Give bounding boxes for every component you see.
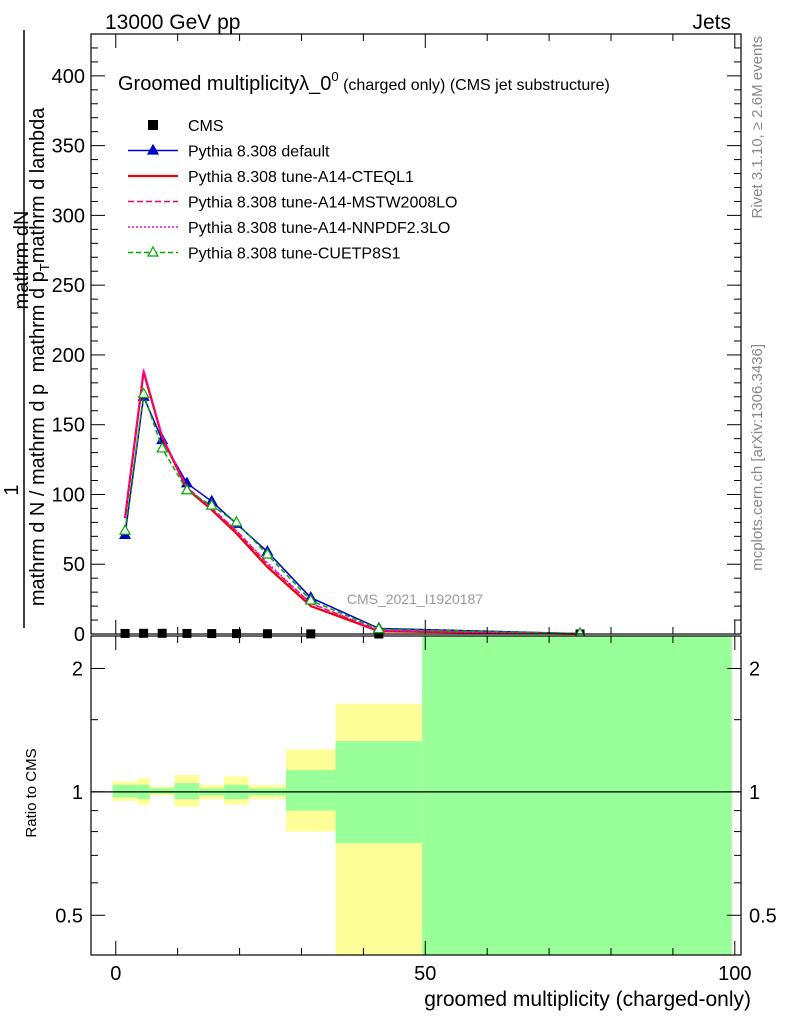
y-tick-label: 350	[52, 136, 85, 158]
ratio-tick-label: 1	[72, 782, 83, 804]
legend-label-cms: CMS	[188, 118, 224, 135]
y-tick-label: 150	[52, 415, 85, 437]
plot-title: Groomed multiplicityλ_00 (charged only) …	[118, 69, 610, 95]
lower-frame	[90, 635, 742, 956]
legend-label-cuetp: Pythia 8.308 tune-CUETP8S1	[188, 246, 401, 263]
legend-label-mstw: Pythia 8.308 tune-A14-MSTW2008LO	[188, 195, 457, 212]
ylabel-den: mathrm d N / mathrm d p	[27, 384, 49, 606]
ratio-band-green	[422, 636, 732, 955]
header-energy: 13000 GeV pp	[105, 11, 240, 34]
y-tick-label: 0	[74, 624, 85, 646]
ylabel-top: mathrm d	[11, 225, 33, 309]
lower-plot-area	[112, 636, 732, 955]
legend-marker-cms	[148, 120, 158, 130]
series-marker-cuetp	[137, 387, 150, 399]
plot-title-sup: 0	[331, 69, 338, 84]
ratio-ylabel: Ratio to CMS	[23, 748, 40, 837]
plot-title-main: Groomed multiplicityλ_0	[118, 73, 331, 95]
series-marker-cuetp	[156, 441, 169, 453]
upper-series-layer	[119, 368, 587, 639]
mcplots-label: mcplots.cern.ch [arXiv:1306.3436]	[749, 344, 766, 571]
ratio-tick-label-right: 2	[749, 658, 760, 680]
series-marker-cuetp	[205, 498, 218, 510]
watermark: CMS_2021_I1920187	[347, 591, 483, 607]
ratio-band-green	[286, 770, 336, 811]
series-line-default	[124, 394, 581, 635]
legend: CMS Pythia 8.308 default Pythia 8.308 tune…	[128, 118, 457, 263]
legend-marker-cuetp	[146, 245, 160, 257]
x-tick-label: 50	[414, 963, 436, 985]
upper-frame	[90, 33, 742, 635]
ylabel-denom: mathrm d pTmathrm d lambda	[27, 107, 52, 373]
series-marker-cuetp	[230, 515, 243, 527]
cms-data-point	[157, 628, 167, 638]
series-marker-cuetp	[261, 547, 274, 559]
ratio-band-green	[112, 784, 138, 798]
cms-data-point	[139, 628, 149, 638]
ratio-band-green	[174, 783, 200, 800]
ratio-band-green	[149, 788, 175, 794]
series-marker-cuetp	[372, 622, 385, 634]
x-axis-label: groomed multiplicity (charged-only)	[424, 988, 751, 1011]
y-tick-label: 100	[52, 484, 85, 506]
ylabel-numer: mathrm dN	[11, 211, 33, 310]
series-marker-cuetp	[180, 483, 193, 495]
legend-label-default: Pythia 8.308 default	[188, 144, 330, 161]
ylabel-sub: T	[37, 263, 52, 271]
y-tick-label: 300	[52, 205, 85, 227]
y-tick-label: 200	[52, 345, 85, 367]
ylabel-top2: N	[11, 211, 33, 225]
plot-title-rest: (charged only) (CMS jet substructure)	[339, 77, 610, 94]
x-tick-label: 0	[110, 963, 121, 985]
series-marker-cuetp	[119, 524, 132, 535]
upper-ylabel: 1 mathrm dN mathrm d pTmathrm d lambda m…	[1, 30, 52, 628]
legend-label-cteql1: Pythia 8.308 tune-A14-CTEQL1	[188, 169, 414, 186]
header-jets: Jets	[692, 11, 731, 34]
ratio-tick-label-right: 1	[749, 782, 760, 804]
ratio-tick-label: 0.5	[55, 905, 83, 927]
series-line-cuetp	[124, 393, 581, 635]
ratio-tick-label-right: 0.5	[749, 905, 777, 927]
ratio-tick-label: 2	[72, 658, 83, 680]
legend-marker-default	[146, 143, 160, 155]
y-tick-label: 250	[52, 275, 85, 297]
x-tick-label: 100	[718, 963, 751, 985]
y-tick-label: 400	[52, 66, 85, 88]
ylabel-bot-rest: mathrm d lambda	[27, 107, 49, 263]
lower-axes: 0.5 0.5 1 1 2 2 0 50 100	[55, 635, 777, 985]
rivet-label: Rivet 3.1.10, ≥ 2.6M events	[749, 36, 766, 219]
series-marker-cuetp	[304, 593, 317, 605]
legend-label-nnpdf: Pythia 8.308 tune-A14-NNPDF2.3LO	[188, 220, 450, 237]
ylabel-num: 1	[1, 484, 23, 495]
ylabel-bot: mathrm d p	[27, 271, 49, 372]
upper-axes: 0 50 100 150 200 250 300 350 400	[52, 33, 742, 646]
series-line-nnpdf	[124, 368, 581, 635]
y-tick-label: 50	[63, 554, 85, 576]
